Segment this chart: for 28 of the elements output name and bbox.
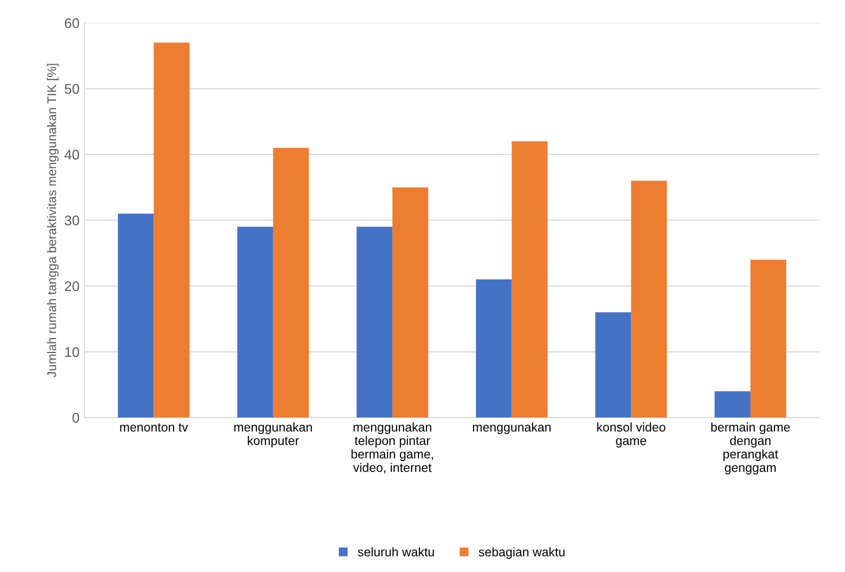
- bar: [631, 180, 667, 418]
- y-tick-label: 40: [64, 150, 80, 160]
- y-tick-label: 0: [72, 412, 80, 423]
- x-tick-label: bermain game dengan perangkat genggam: [711, 422, 790, 474]
- x-tick-label: menggunakan komputer: [234, 422, 312, 448]
- bar: [118, 214, 154, 418]
- y-tick-label: 20: [64, 281, 80, 292]
- x-tick-label: konsol video game: [597, 422, 666, 448]
- bar: [237, 226, 274, 418]
- y-tick-label: 30: [64, 216, 80, 226]
- bar: [476, 279, 512, 418]
- bar: [392, 187, 428, 418]
- x-tick-label: menggunakan telepon pintar bermain game, video, internet: [352, 422, 433, 474]
- x-tick-label: menonton tv: [120, 423, 188, 432]
- bar: [714, 391, 750, 418]
- y-tick-label: 50: [64, 84, 80, 94]
- y-tick-label: 60: [64, 18, 80, 28]
- bar: [154, 42, 190, 418]
- bar: [512, 141, 548, 418]
- legend-label: sebagian waktu: [478, 547, 564, 559]
- bar: [273, 148, 309, 418]
- bar: [595, 312, 632, 418]
- bar: [750, 260, 786, 418]
- y-tick-label: 10: [65, 347, 80, 357]
- x-tick-label: menggunakan: [472, 422, 551, 434]
- y-axis-title: Jumlah rumah tangga beraktivitas menggunakan TIK [%]: [46, 64, 59, 378]
- bar: [356, 226, 392, 418]
- legend-label: seluruh waktu: [358, 547, 434, 556]
